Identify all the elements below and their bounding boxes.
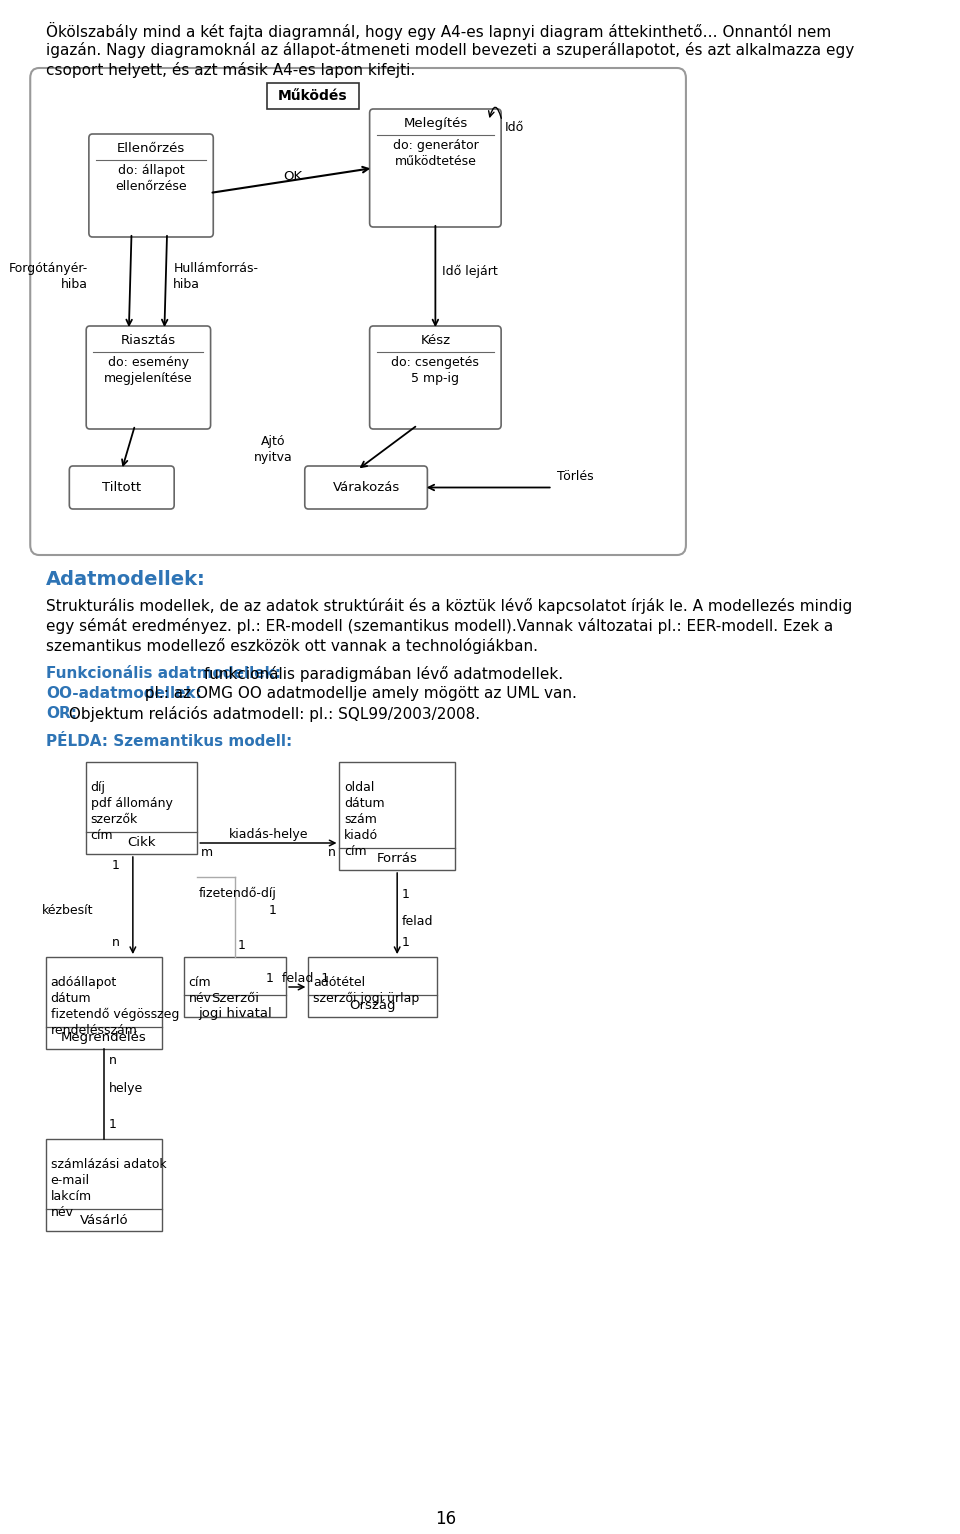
Text: Riasztás: Riasztás [121, 334, 176, 348]
Text: pdf állomány: pdf állomány [90, 798, 173, 810]
FancyBboxPatch shape [30, 67, 686, 555]
Text: igazán. Nagy diagramoknál az állapot-átmeneti modell bevezeti a szuperállapotot,: igazán. Nagy diagramoknál az állapot-átm… [46, 41, 854, 58]
Text: Ellenőrzés: Ellenőrzés [117, 143, 185, 155]
Text: cím: cím [344, 845, 367, 858]
Bar [184, 957, 286, 1017]
Text: 1: 1 [401, 888, 410, 900]
FancyBboxPatch shape [267, 83, 359, 109]
Text: Objektum relációs adatmodell: pl.: SQL99/2003/2008.: Objektum relációs adatmodell: pl.: SQL99… [63, 706, 480, 723]
Text: do: generátor
működtetése: do: generátor működtetése [393, 140, 478, 169]
Text: cím: cím [90, 828, 113, 842]
Text: helye: helye [108, 1081, 143, 1095]
Text: Vásárló: Vásárló [80, 1213, 129, 1227]
Text: 1  felad  1: 1 felad 1 [266, 973, 329, 985]
Text: kiadó: kiadó [344, 828, 378, 842]
FancyBboxPatch shape [370, 109, 501, 227]
Text: 1: 1 [108, 1118, 116, 1131]
Text: do: csengetés
5 mp-ig: do: csengetés 5 mp-ig [392, 356, 479, 385]
Text: do: esemény
megjelenítése: do: esemény megjelenítése [104, 356, 193, 385]
Text: szemantikus modellező eszközök ott vannak a technológiákban.: szemantikus modellező eszközök ott vanna… [46, 638, 539, 653]
Text: egy sémát eredményez. pl.: ER-modell (szemantikus modell).Vannak változatai pl.:: egy sémát eredményez. pl.: ER-modell (sz… [46, 618, 833, 634]
Text: n: n [111, 936, 120, 950]
Text: Ország: Ország [349, 1000, 396, 1012]
Text: Idő: Idő [505, 121, 524, 133]
Text: Ajtó
nyitva: Ajtó nyitva [253, 436, 292, 463]
Text: Tiltott: Tiltott [102, 482, 141, 494]
Bar [340, 762, 455, 870]
Text: dátum: dátum [51, 992, 91, 1005]
Bar [46, 957, 161, 1049]
Text: csoport helyett, és azt másik A4-es lapon kifejti.: csoport helyett, és azt másik A4-es lapo… [46, 61, 416, 78]
Bar [86, 762, 197, 854]
Text: OR:: OR: [46, 706, 77, 721]
Text: Megrendelés: Megrendelés [61, 1031, 147, 1045]
Text: adóállapot: adóállapot [51, 976, 117, 989]
Text: Melegítés: Melegítés [403, 118, 468, 130]
Text: szerzői jogi ürlap: szerzői jogi ürlap [313, 992, 419, 1005]
Text: oldal: oldal [344, 781, 374, 795]
Text: lakcím: lakcím [51, 1190, 92, 1203]
Text: 1: 1 [111, 859, 120, 871]
Text: Várakozás: Várakozás [332, 482, 399, 494]
Text: 1: 1 [269, 904, 276, 917]
Bar [308, 957, 437, 1017]
Text: szám: szám [344, 813, 376, 825]
Text: név: név [51, 1206, 74, 1220]
Text: m: m [201, 845, 213, 859]
Text: Forgótányér-
hiba: Forgótányér- hiba [9, 262, 88, 291]
Text: cím: cím [188, 976, 211, 989]
Text: dátum: dátum [344, 798, 385, 810]
Text: OO-adatmodellek:: OO-adatmodellek: [46, 686, 203, 701]
Text: számlázási adatok: számlázási adatok [51, 1158, 166, 1170]
Text: Idő lejárt: Idő lejárt [443, 265, 498, 278]
FancyBboxPatch shape [370, 327, 501, 430]
FancyBboxPatch shape [69, 466, 174, 509]
Text: 1: 1 [238, 939, 246, 953]
Text: kézbesít: kézbesít [42, 904, 93, 917]
Bar [46, 1140, 161, 1230]
Text: Törlés: Törlés [557, 469, 593, 483]
Text: PÉLDA: Szemantikus modell:: PÉLDA: Szemantikus modell: [46, 733, 293, 749]
Text: n: n [108, 1054, 116, 1068]
FancyBboxPatch shape [89, 133, 213, 236]
FancyBboxPatch shape [304, 466, 427, 509]
Text: Strukturális modellek, de az adatok struktúráit és a köztük lévő kapcsolatot írj: Strukturális modellek, de az adatok stru… [46, 598, 852, 614]
Text: fizetendő-díj: fizetendő-díj [199, 887, 276, 900]
Text: Forrás: Forrás [376, 853, 418, 865]
Text: Hullámforrás-
hiba: Hullámforrás- hiba [173, 262, 258, 291]
Text: OK: OK [283, 170, 302, 183]
Text: Adatmodellek:: Adatmodellek: [46, 571, 206, 589]
Text: név: név [188, 992, 211, 1005]
Text: Cikk: Cikk [128, 836, 156, 850]
Text: kiadás-helye: kiadás-helye [228, 828, 308, 841]
Text: Funkcionális adatmodellek:: Funkcionális adatmodellek: [46, 666, 281, 681]
Text: szerzők: szerzők [90, 813, 138, 825]
Text: Ökölszabály mind a két fajta diagramnál, hogy egy A4-es lapnyi diagram áttekinth: Ökölszabály mind a két fajta diagramnál,… [46, 21, 831, 40]
Text: rendelésszám: rendelésszám [51, 1025, 137, 1037]
Text: Kész: Kész [420, 334, 450, 348]
FancyBboxPatch shape [86, 327, 210, 430]
Text: Szerzői
jogi hivatal: Szerzői jogi hivatal [198, 992, 272, 1020]
Text: funkcionális paradigmában lévő adatmodellek.: funkcionális paradigmában lévő adatmodel… [199, 666, 563, 683]
Text: fizetendő végösszeg: fizetendő végösszeg [51, 1008, 180, 1022]
Text: n: n [328, 845, 336, 859]
Text: díj: díj [90, 781, 106, 795]
Text: pl.: az OMG OO adatmodellje amely mögött az UML van.: pl.: az OMG OO adatmodellje amely mögött… [140, 686, 577, 701]
Text: 16: 16 [436, 1509, 457, 1528]
Text: 1: 1 [401, 936, 410, 950]
Text: do: állapot
ellenőrzése: do: állapot ellenőrzése [115, 164, 187, 193]
Text: e-mail: e-mail [51, 1174, 90, 1187]
Text: adótétel: adótétel [313, 976, 365, 989]
Text: Működés: Működés [278, 89, 348, 103]
Text: felad: felad [401, 914, 433, 928]
